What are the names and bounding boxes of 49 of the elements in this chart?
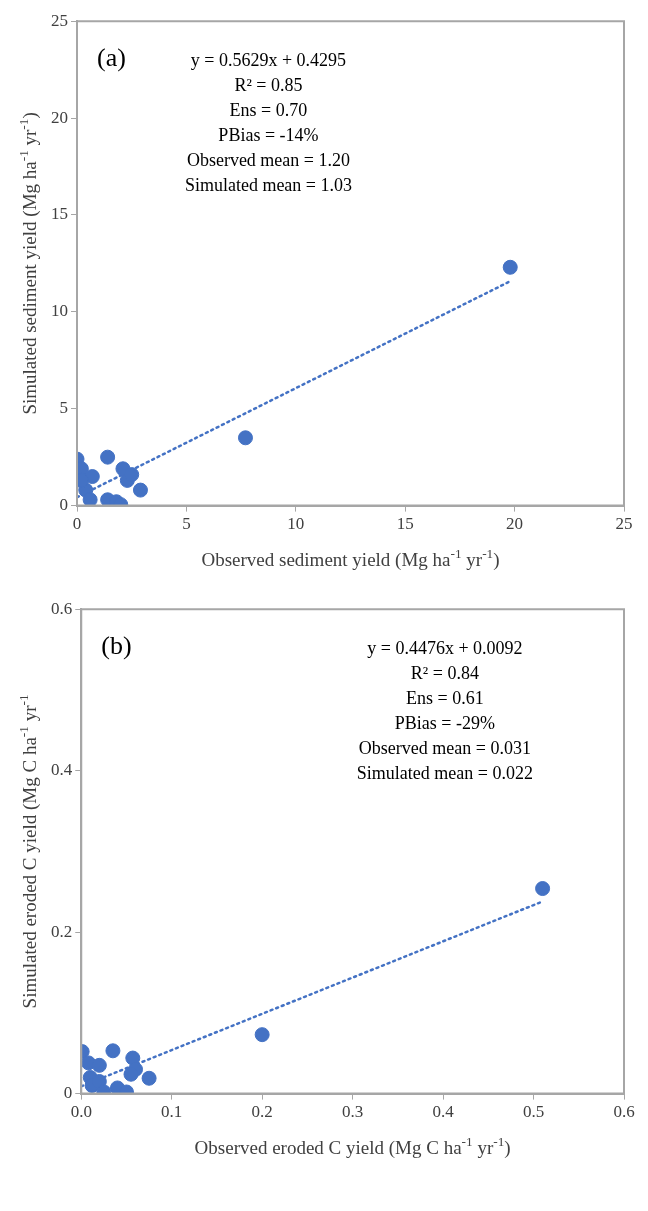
y-axis-title: Simulated sediment yield (Mg ha-1 yr-1) — [16, 112, 41, 415]
point — [82, 492, 98, 506]
y-tick-label: 15 — [51, 204, 68, 224]
x-tick-label: 25 — [615, 514, 633, 534]
x-tick-label: 20 — [506, 514, 524, 534]
x-tick-label: 0.1 — [161, 1102, 183, 1122]
y-tick-label: 0.6 — [51, 598, 73, 618]
annotation: Ens = 0.61 — [406, 688, 484, 709]
annotation: (b) — [101, 631, 132, 661]
point — [105, 1043, 121, 1059]
annotation: Ens = 0.70 — [229, 100, 308, 121]
x-tick-label: 0.6 — [613, 1102, 635, 1122]
annotation: PBias = -29% — [394, 713, 495, 734]
annotation: PBias = -14% — [218, 125, 319, 146]
y-tick-label: 20 — [51, 107, 68, 127]
y-tick-label: 5 — [59, 398, 68, 418]
x-tick-label: 0.5 — [522, 1102, 545, 1122]
point — [132, 482, 148, 498]
y-tick-label: 0 — [59, 495, 68, 515]
annotation: Simulated mean = 1.03 — [184, 175, 353, 196]
annotation: R² = 0.85 — [234, 75, 303, 96]
y-axis-title: Simulated eroded C yield (Mg C ha-1 yr-1 — [16, 694, 41, 1009]
x-tick-label: 0.0 — [70, 1102, 92, 1122]
y-tick-label: 25 — [51, 10, 68, 30]
annotation: R² = 0.84 — [410, 663, 479, 684]
point — [123, 1066, 139, 1082]
annotation: Simulated mean = 0.022 — [356, 763, 533, 784]
y-tick-label: 10 — [51, 301, 68, 321]
y-tick-label: 0.2 — [51, 921, 73, 941]
x-tick-label: 0.2 — [251, 1102, 273, 1122]
x-tick-label: 5 — [182, 514, 191, 534]
annotation: (a) — [97, 43, 126, 73]
point — [91, 1057, 107, 1073]
point — [254, 1027, 270, 1043]
point — [237, 430, 253, 446]
x-tick-label: 15 — [396, 514, 414, 534]
point — [502, 259, 518, 275]
annotation: y = 0.5629x + 0.4295 — [190, 50, 347, 71]
x-tick-label: 0.4 — [432, 1102, 455, 1122]
point — [100, 449, 116, 465]
y-tick-label: 0 — [63, 1083, 73, 1103]
x-tick-label: 0.3 — [342, 1102, 364, 1122]
point — [535, 881, 551, 897]
y-tick-label: 0.4 — [51, 760, 73, 780]
annotation: Observed mean = 1.20 — [186, 150, 351, 171]
annotation: Observed mean = 0.031 — [358, 738, 531, 759]
annotation: y = 0.4476x + 0.0092 — [367, 638, 523, 659]
point — [141, 1070, 157, 1086]
x-tick-label: 10 — [287, 514, 305, 534]
